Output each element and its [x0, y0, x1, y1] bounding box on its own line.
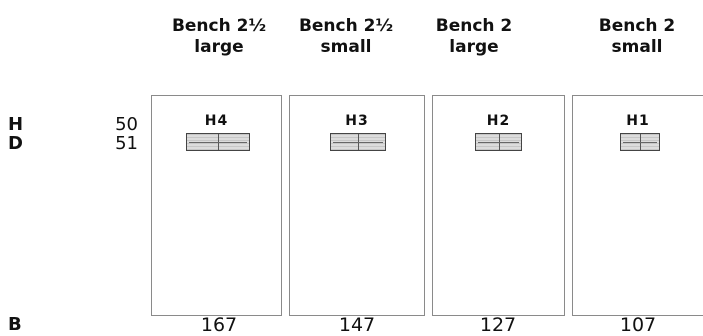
bench-header-line1: Bench 2½ — [171, 16, 267, 36]
bench-width-value: 167 — [200, 314, 238, 336]
bench-header-line1: Bench 2 — [598, 16, 676, 36]
bench-width-value: 107 — [619, 314, 657, 336]
height-label: H — [8, 114, 24, 135]
bench-header-line2: small — [320, 37, 372, 57]
drawer-icon — [620, 133, 660, 151]
bench-code-label: H4 — [204, 113, 229, 129]
bench-code-label: H3 — [345, 113, 369, 129]
bench-box-h2: H2 — [432, 95, 565, 316]
bench-header-line1: Bench 2½ — [298, 16, 394, 36]
bench-code-label: H1 — [626, 113, 650, 129]
bench-header-line1: Bench 2 — [435, 16, 513, 36]
bench-width-value: 147 — [338, 314, 376, 336]
width-label: B — [8, 314, 22, 335]
depth-value: 51 — [115, 133, 138, 154]
bench-box-h4: H4 — [151, 95, 282, 316]
drawer-icon — [186, 133, 250, 151]
bench-header-h4: Bench 2½ large — [160, 16, 278, 58]
drawer-icon — [330, 133, 386, 151]
bench-header-line2: large — [449, 37, 499, 57]
bench-header-h3: Bench 2½ small — [287, 16, 405, 58]
bench-width-value: 127 — [479, 314, 517, 336]
depth-label: D — [8, 133, 23, 154]
bench-box-h3: H3 — [289, 95, 425, 316]
bench-box-h1: H1 — [572, 95, 703, 316]
bench-code-label: H2 — [486, 113, 511, 129]
bench-header-h1: Bench 2 small — [578, 16, 696, 58]
bench-header-h2: Bench 2 large — [415, 16, 533, 58]
drawer-icon — [475, 133, 522, 151]
bench-header-line2: large — [194, 37, 244, 57]
height-value: 50 — [115, 114, 138, 135]
bench-header-line2: small — [611, 37, 663, 57]
